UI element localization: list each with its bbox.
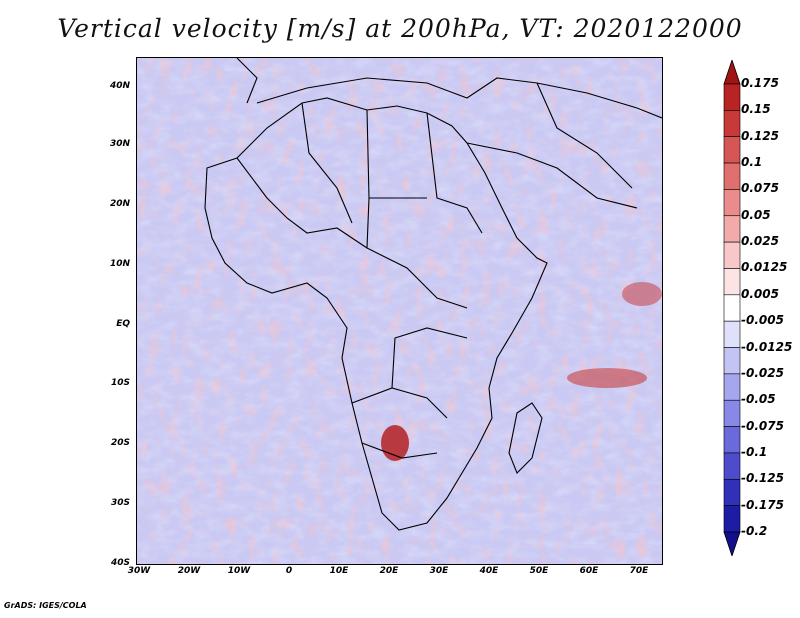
- lat-tick-label: 30N: [109, 139, 130, 149]
- colorbar-tick-label: 0.05: [741, 207, 771, 222]
- colorbar-segment: [723, 189, 741, 217]
- colorbar-tick-label: -0.025: [741, 365, 784, 380]
- colorbar-tick-label: -0.05: [741, 392, 776, 407]
- strong-ascent-patch: [567, 368, 647, 388]
- lon-tick-label: 10E: [329, 566, 349, 576]
- lon-tick-label: 50E: [529, 566, 549, 576]
- lat-tick-label: 30S: [110, 498, 130, 508]
- lon-tick-label: 20E: [379, 566, 399, 576]
- colorbar-top-arrow: [723, 60, 741, 85]
- colorbar-segment: [723, 294, 741, 322]
- colorbar-tick-label: 0.075: [741, 181, 779, 196]
- lat-tick-label: 10N: [109, 259, 130, 269]
- lat-tick-label: 20S: [110, 438, 130, 448]
- lon-tick-label: 0: [285, 566, 293, 576]
- colorbar: [723, 60, 741, 556]
- colorbar-tick-label: 0.1: [741, 155, 763, 170]
- colorbar-segment: [723, 452, 741, 480]
- colorbar-tick-label: 0.125: [741, 128, 779, 143]
- colorbar-tick-label: -0.0125: [741, 339, 793, 354]
- colorbar-tick-label: 0.005: [741, 286, 779, 301]
- lat-tick-label: EQ: [116, 319, 130, 329]
- map-canvas: [137, 58, 662, 564]
- lon-tick-label: 20W: [177, 566, 201, 576]
- lon-tick-label: 30E: [429, 566, 449, 576]
- colorbar-segment: [723, 320, 741, 348]
- colorbar-tick-label: 0.15: [741, 102, 771, 117]
- lat-tick-label: 40S: [110, 558, 130, 568]
- colorbar-segment: [723, 347, 741, 375]
- colorbar-segment: [723, 373, 741, 401]
- colorbar-segment: [723, 241, 741, 269]
- colorbar-segment: [723, 478, 741, 506]
- colorbar-tick-label: 0.175: [741, 76, 779, 90]
- colorbar-tick-label: -0.125: [741, 471, 784, 486]
- lon-tick-label: 40E: [479, 566, 499, 576]
- lat-tick-label: 40N: [109, 81, 130, 91]
- colorbar-tick-label: -0.1: [741, 444, 768, 459]
- strong-ascent-patch: [622, 282, 662, 306]
- colorbar-tick-label: 0.025: [741, 234, 779, 249]
- credit-label: GrADS: IGES/COLA: [4, 601, 87, 610]
- colorbar-segment: [723, 268, 741, 296]
- colorbar-tick-label: -0.005: [741, 313, 784, 328]
- chart-title: Vertical velocity [m/s] at 200hPa, VT: 2…: [57, 14, 743, 43]
- colorbar-tick-label: 0.0125: [741, 260, 788, 275]
- lon-tick-label: 60E: [579, 566, 599, 576]
- strong-ascent-patch: [381, 425, 409, 461]
- country-borders: [204, 58, 662, 531]
- lat-tick-label: 20N: [109, 199, 130, 209]
- colorbar-segment: [723, 83, 741, 111]
- colorbar-segment: [723, 215, 741, 243]
- colorbar-segment: [723, 399, 741, 427]
- colorbar-tick-label: -0.175: [741, 497, 784, 512]
- colorbar-tick-label: -0.075: [741, 418, 784, 433]
- colorbar-segment: [723, 136, 741, 164]
- lat-tick-label: 10S: [110, 378, 130, 388]
- lon-tick-label: 70E: [629, 566, 649, 576]
- colorbar-segment: [723, 162, 741, 190]
- lon-tick-label: 30W: [127, 566, 151, 576]
- map-plot-area: [136, 57, 663, 565]
- lon-tick-label: 10W: [227, 566, 251, 576]
- colorbar-bottom-arrow: [723, 531, 741, 556]
- colorbar-segment: [723, 426, 741, 454]
- colorbar-tick-label: -0.2: [741, 524, 768, 538]
- colorbar-segment: [723, 505, 741, 533]
- colorbar-segment: [723, 110, 741, 138]
- field-positive-texture: [137, 58, 662, 564]
